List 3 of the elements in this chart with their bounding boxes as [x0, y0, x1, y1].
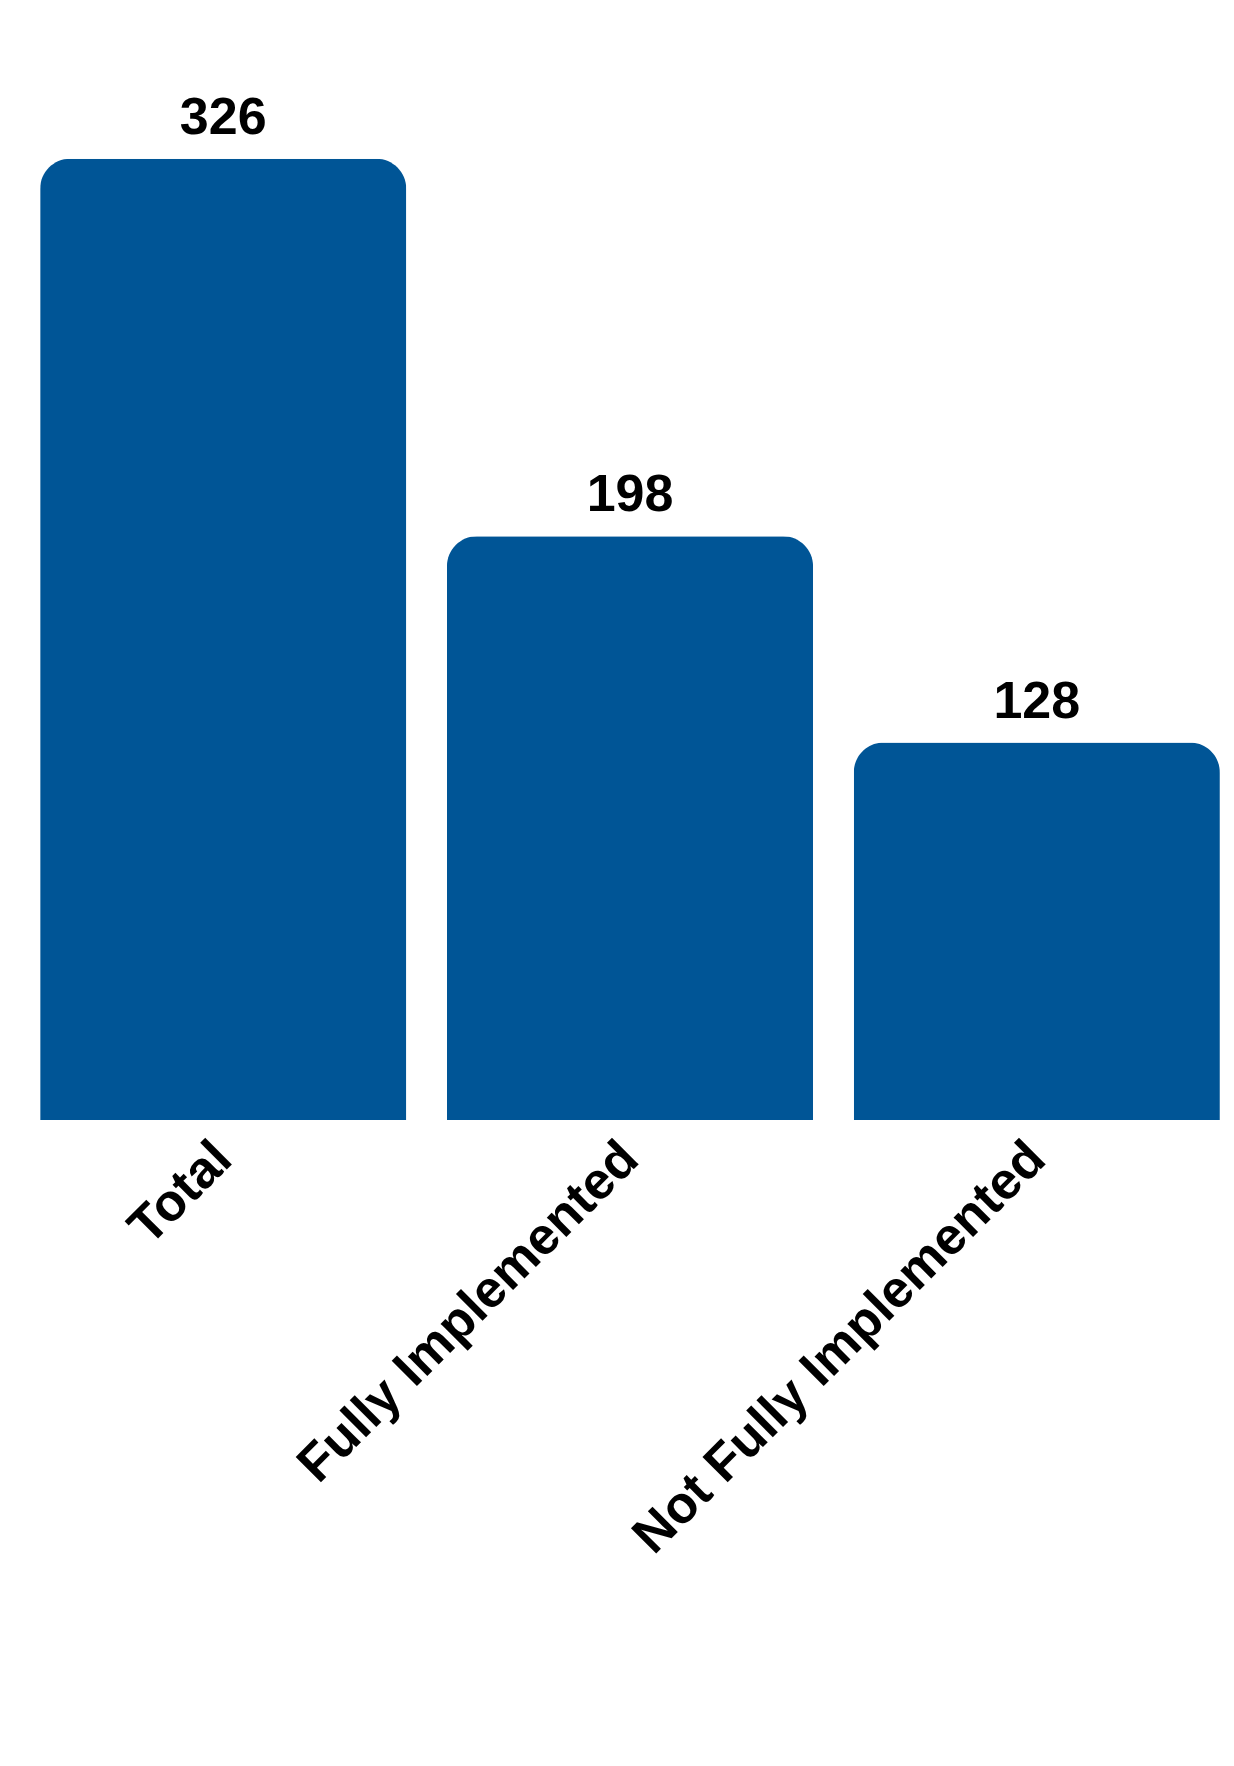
data-label: 128	[993, 670, 1081, 729]
data-label: 198	[586, 464, 674, 523]
data-label: 326	[179, 86, 267, 145]
